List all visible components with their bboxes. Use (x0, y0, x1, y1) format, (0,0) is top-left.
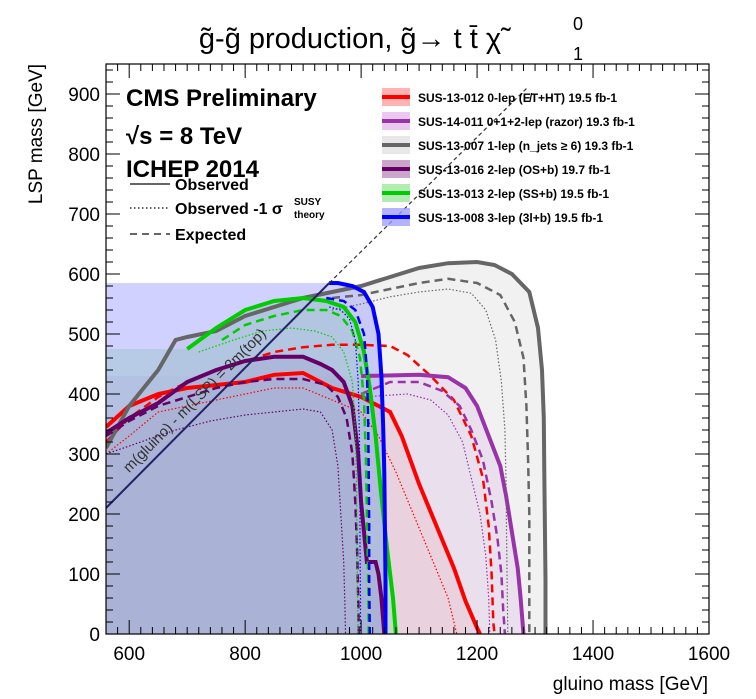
kinematic-diagonal-extension (328, 86, 529, 284)
x-axis-label: gluino mass [GeV] (553, 674, 708, 695)
y-tick-label: 800 (68, 145, 100, 166)
observed-minus1-line-1 (106, 387, 458, 634)
y-axis-label: LSP mass [GeV] (26, 64, 47, 204)
line-style-legend: Observed Observed -1 σ SUSY theory Expected (130, 177, 325, 244)
expected-line-5 (221, 308, 370, 634)
exclusion-region-4 (106, 356, 385, 634)
y-tick-label: 0 (89, 625, 100, 646)
x-tick-label: 600 (113, 644, 145, 665)
observed-minus1-line-3 (331, 288, 509, 634)
energy-label: √s = 8 TeV (126, 123, 242, 150)
x-tick-label: 1000 (340, 644, 382, 665)
exclusion-region-6 (106, 283, 386, 634)
kinematic-diagonal-line (105, 282, 330, 509)
y-tick-label: 900 (68, 85, 100, 106)
series-legend-label: SUS-13-007 1-lep (n_jets ≥ 6) 19.3 fb-1 (418, 139, 634, 153)
observed-line-3 (106, 259, 548, 634)
y-tick-label: 700 (68, 205, 100, 226)
chart-title-subscript: 1 (573, 44, 583, 64)
style-legend-label: Expected (175, 227, 246, 244)
expected-line-4 (106, 377, 361, 634)
chart-title-superscript: 0 (573, 14, 583, 34)
style-legend-label: Observed -1 σ (175, 201, 283, 218)
exclusion-line-layer (106, 259, 548, 634)
series-legend-label: SUS-13-012 0-lep (E̸T+HT) 19.5 fb-1 (418, 91, 617, 105)
observed-line-4 (106, 354, 387, 634)
exclusion-fill-layer (106, 262, 546, 634)
x-axis: 600 800 1000 1200 1400 1600 (113, 64, 730, 665)
exclusion-region-2 (106, 374, 524, 634)
series-legend-label: SUS-13-008 3-lep (3l+b) 19.5 fb-1 (418, 211, 603, 225)
style-legend-superscript: SUSY (294, 197, 322, 208)
cms-preliminary-label: CMS Preliminary (126, 85, 317, 112)
observed-line-6 (329, 281, 388, 634)
chart-title: g̃-g̃ production, g̃→ t t̄ χ̃ (199, 23, 511, 55)
y-axis: 0 100 200 300 400 500 600 700 800 900 (68, 69, 709, 646)
series-legend: SUS-13-012 0-lep (E̸T+HT) 19.5 fb-1 SUS-1… (382, 88, 635, 226)
observed-minus1-line-5 (198, 327, 359, 634)
x-tick-label: 1600 (688, 644, 730, 665)
style-legend-subscript: theory (294, 210, 325, 221)
conference-label: ICHEP 2014 (126, 156, 260, 183)
x-tick-label: 800 (229, 644, 261, 665)
expected-line-3 (331, 277, 531, 634)
series-legend-label: SUS-13-013 2-lep (SS+b) 19.5 fb-1 (418, 187, 609, 201)
y-tick-label: 600 (68, 265, 100, 286)
y-tick-label: 200 (68, 505, 100, 526)
expected-line-2 (360, 380, 507, 634)
x-tick-label: 1200 (456, 644, 498, 665)
exclusion-region-3 (106, 262, 546, 634)
expected-line-6 (326, 296, 372, 634)
observed-minus1-line-6 (329, 306, 362, 634)
y-tick-label: 500 (68, 325, 100, 346)
y-tick-label: 300 (68, 445, 100, 466)
style-legend-label: Observed (175, 177, 249, 194)
y-tick-label: 100 (68, 565, 100, 586)
y-tick-label: 400 (68, 385, 100, 406)
x-tick-label: 1400 (572, 644, 614, 665)
observed-line-2 (361, 372, 526, 634)
series-legend-label: SUS-14-011 0+1+2-lep (razor) 19.3 fb-1 (418, 115, 635, 129)
series-legend-label: SUS-13-016 2-lep (OS+b) 19.7 fb-1 (418, 163, 611, 177)
